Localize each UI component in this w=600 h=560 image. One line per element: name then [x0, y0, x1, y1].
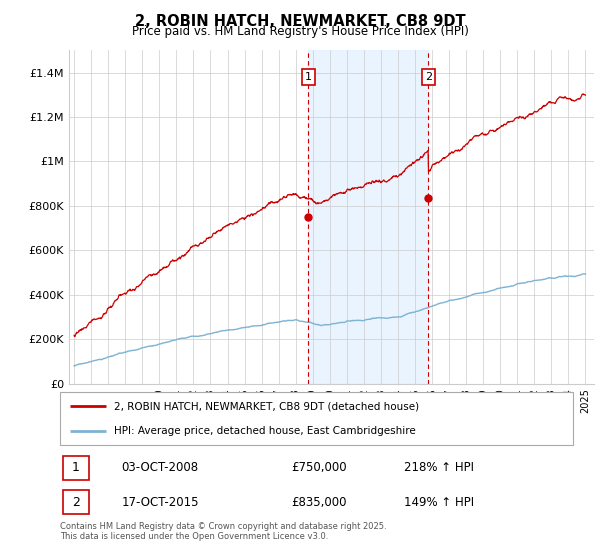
Text: 1: 1: [72, 461, 80, 474]
Text: £835,000: £835,000: [291, 496, 346, 508]
Text: 218% ↑ HPI: 218% ↑ HPI: [404, 461, 474, 474]
FancyBboxPatch shape: [62, 456, 89, 480]
Text: 17-OCT-2015: 17-OCT-2015: [122, 496, 199, 508]
Text: 1: 1: [305, 72, 312, 82]
Text: 2: 2: [425, 72, 432, 82]
Text: 2, ROBIN HATCH, NEWMARKET, CB8 9DT (detached house): 2, ROBIN HATCH, NEWMARKET, CB8 9DT (deta…: [114, 402, 419, 412]
Text: Price paid vs. HM Land Registry's House Price Index (HPI): Price paid vs. HM Land Registry's House …: [131, 25, 469, 38]
Text: 03-OCT-2008: 03-OCT-2008: [122, 461, 199, 474]
Text: £750,000: £750,000: [291, 461, 346, 474]
Text: 2: 2: [72, 496, 80, 508]
Text: 149% ↑ HPI: 149% ↑ HPI: [404, 496, 474, 508]
Bar: [308, 50, 428, 384]
FancyBboxPatch shape: [62, 490, 89, 514]
Text: 2, ROBIN HATCH, NEWMARKET, CB8 9DT: 2, ROBIN HATCH, NEWMARKET, CB8 9DT: [134, 14, 466, 29]
Text: HPI: Average price, detached house, East Cambridgeshire: HPI: Average price, detached house, East…: [114, 426, 416, 436]
Text: Contains HM Land Registry data © Crown copyright and database right 2025.
This d: Contains HM Land Registry data © Crown c…: [60, 522, 386, 542]
FancyBboxPatch shape: [60, 392, 573, 445]
